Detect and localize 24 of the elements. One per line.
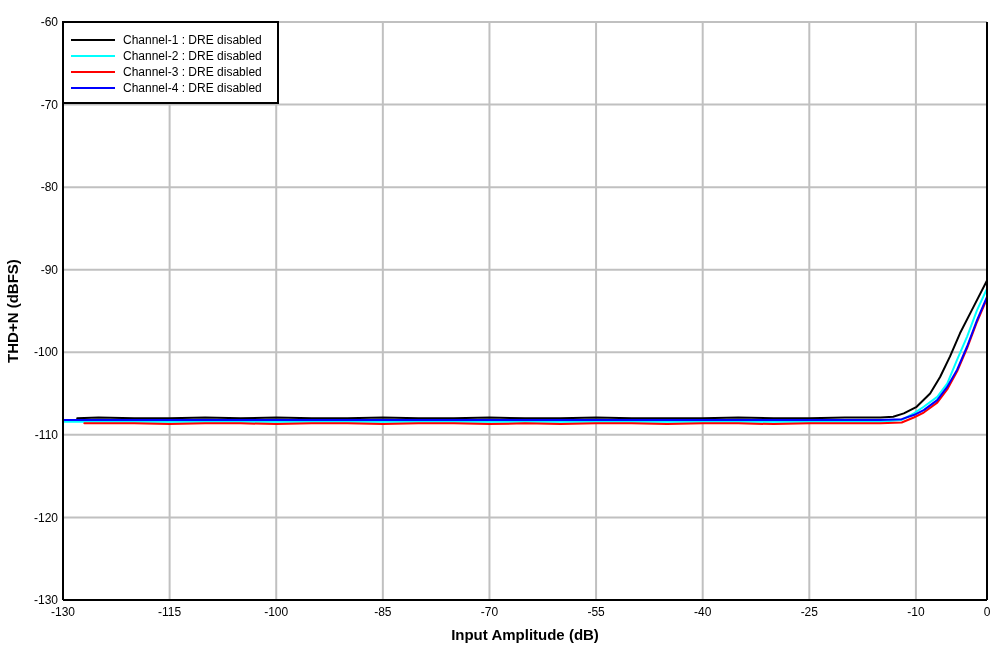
x-tick-label: -40 (694, 605, 712, 619)
y-tick-label: -100 (33, 345, 59, 360)
legend-label: Channel-4 : DRE disabled (123, 81, 262, 96)
y-tick-label: -130 (33, 593, 59, 608)
y-axis-title: THD+N (dBFS) (4, 259, 21, 363)
y-tick-label: -80 (40, 180, 59, 195)
x-tick-label: -130 (50, 605, 76, 619)
y-tick-label: -110 (34, 428, 59, 443)
x-tick-label: -25 (800, 605, 819, 619)
x-tick-label: -85 (374, 605, 392, 619)
legend-label: Channel-3 : DRE disabled (123, 65, 262, 80)
x-tick-label: -100 (264, 605, 289, 619)
y-tick-label: -60 (40, 15, 59, 30)
x-tick-label: -70 (480, 605, 499, 619)
legend-label: Channel-1 : DRE disabled (123, 33, 262, 48)
y-tick-label: -120 (33, 510, 59, 525)
y-tick-label: -70 (40, 97, 59, 112)
x-axis-title: Input Amplitude (dB) (451, 626, 599, 643)
legend-label: Channel-2 : DRE disabled (123, 49, 262, 64)
x-tick-label: -10 (907, 605, 925, 619)
y-tick-label: -90 (40, 262, 59, 277)
x-tick-label: 0 (983, 605, 991, 619)
x-tick-label: -55 (587, 605, 606, 619)
x-tick-label: -115 (158, 605, 182, 619)
